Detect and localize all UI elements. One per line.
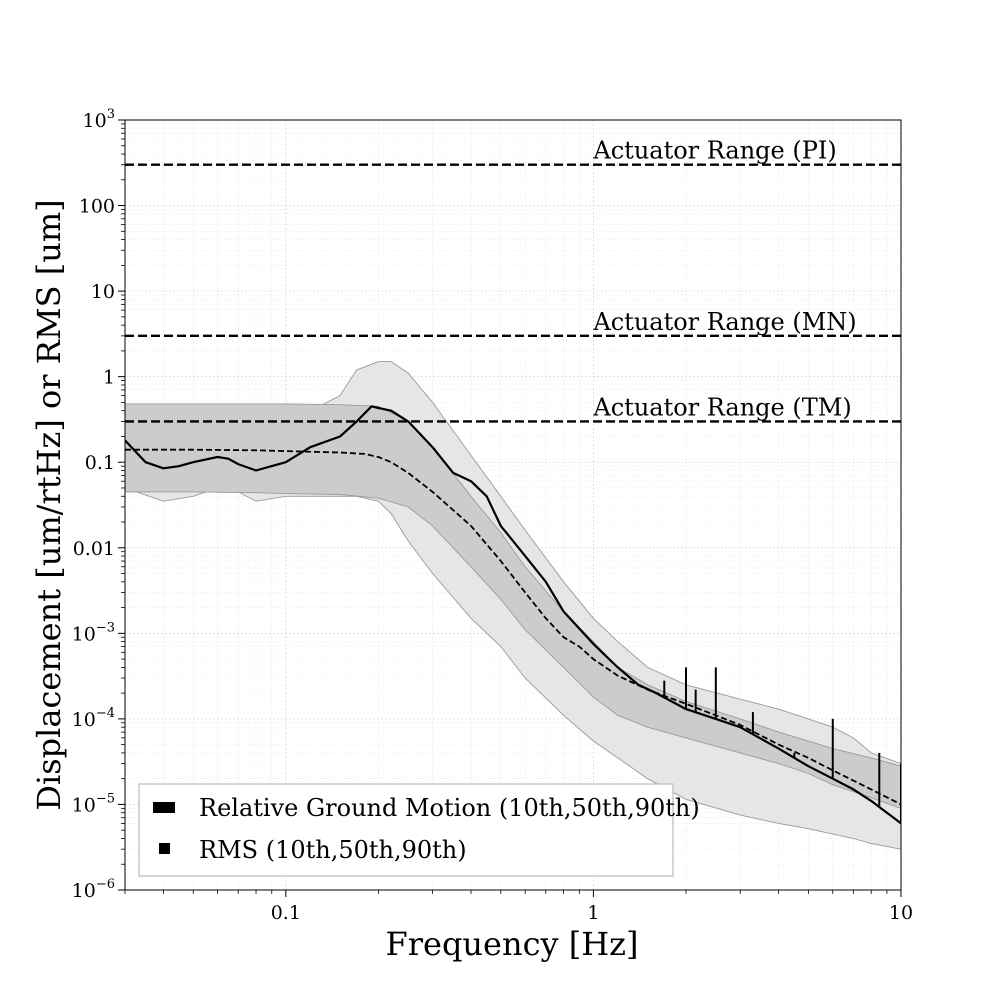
axis-ticks: 0.1 1 10 10−6 10−5 10−4 10−3 0.01 0.1 1 10 100 103 (72, 107, 913, 924)
legend: Relative Ground Motion (10th,50th,90th) … (138, 783, 700, 877)
y-tick-label: 0.1 (85, 452, 115, 474)
legend-swatch-ground-motion (153, 802, 175, 813)
x-tick-label: 10 (889, 902, 913, 924)
y-tick-label: 1 (103, 367, 115, 389)
legend-label-rms: RMS (10th,50th,90th) (199, 836, 467, 864)
y-tick-label: 10−6 (72, 877, 115, 902)
y-tick-label: 10−5 (72, 791, 115, 816)
y-tick-label: 0.01 (73, 538, 115, 560)
y-axis-title: Displacement [um/rtHz] or RMS [um] (30, 199, 68, 810)
x-axis-title: Frequency [Hz] (386, 925, 639, 963)
actuator-range-label-3: Actuator Range (TM) (592, 393, 851, 421)
data-series (125, 405, 901, 825)
legend-box (138, 783, 674, 877)
annotations: Actuator Range (PI) Actuator Range (MN) Ac… (592, 137, 856, 422)
legend-swatch-rms (159, 843, 170, 854)
series-line-1 (125, 405, 901, 825)
y-tick-label: 10−3 (72, 620, 115, 645)
x-tick-label: 1 (587, 902, 599, 924)
x-tick-label: 0.1 (271, 902, 301, 924)
y-tick-label: 10 (91, 281, 115, 303)
y-tick-label: 100 (79, 196, 115, 218)
actuator-range-label-2: Actuator Range (MN) (592, 308, 856, 336)
y-tick-label: 103 (83, 107, 115, 132)
y-tick-label: 10−4 (72, 706, 115, 731)
series-line-2 (125, 448, 901, 806)
actuator-range-label-1: Actuator Range (PI) (592, 137, 836, 165)
legend-label-ground-motion: Relative Ground Motion (10th,50th,90th) (199, 794, 700, 822)
plot-frame (124, 119, 902, 891)
